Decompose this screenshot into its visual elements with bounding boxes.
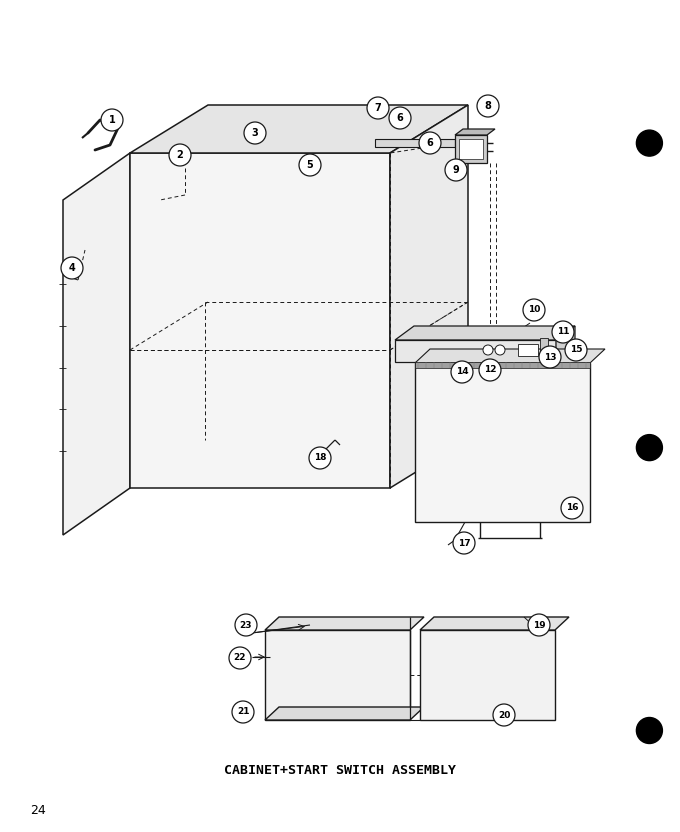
Text: CABINET+START SWITCH ASSEMBLY: CABINET+START SWITCH ASSEMBLY (224, 764, 456, 776)
Circle shape (299, 154, 321, 176)
Text: 3: 3 (252, 128, 258, 138)
Text: 13: 13 (544, 353, 556, 361)
Circle shape (235, 614, 257, 636)
Text: 20: 20 (498, 711, 510, 720)
Text: 8: 8 (485, 101, 492, 111)
Circle shape (565, 339, 587, 361)
Text: 11: 11 (557, 328, 569, 336)
Text: 1: 1 (109, 115, 116, 125)
Circle shape (636, 717, 662, 744)
Text: 4: 4 (69, 263, 75, 273)
Text: 7: 7 (375, 103, 381, 113)
Polygon shape (415, 349, 605, 363)
Polygon shape (265, 707, 424, 720)
Circle shape (539, 346, 561, 368)
Circle shape (479, 359, 501, 381)
Text: 5: 5 (307, 160, 313, 170)
Circle shape (61, 257, 83, 279)
Circle shape (636, 130, 662, 156)
Circle shape (451, 361, 473, 383)
Text: 19: 19 (532, 621, 545, 630)
Text: 21: 21 (237, 707, 250, 716)
Circle shape (528, 614, 550, 636)
Polygon shape (420, 630, 555, 720)
Text: 10: 10 (528, 305, 540, 314)
Circle shape (552, 321, 574, 343)
Circle shape (232, 701, 254, 723)
Polygon shape (390, 105, 468, 488)
Circle shape (523, 299, 545, 321)
Text: 12: 12 (483, 365, 496, 374)
Circle shape (309, 447, 331, 469)
Polygon shape (130, 153, 390, 488)
Polygon shape (130, 105, 468, 153)
Text: 15: 15 (570, 345, 582, 354)
Text: 9: 9 (453, 165, 460, 175)
Circle shape (419, 132, 441, 154)
Text: 17: 17 (458, 538, 471, 547)
Text: 6: 6 (426, 138, 433, 148)
Circle shape (229, 647, 251, 669)
Polygon shape (375, 139, 455, 147)
Text: 2: 2 (177, 150, 184, 160)
Polygon shape (395, 326, 575, 340)
Polygon shape (63, 153, 130, 535)
Circle shape (389, 107, 411, 129)
Polygon shape (540, 338, 548, 362)
Circle shape (244, 122, 266, 144)
Circle shape (477, 95, 499, 117)
Circle shape (493, 704, 515, 726)
Circle shape (367, 97, 389, 119)
Circle shape (561, 497, 583, 519)
Circle shape (101, 109, 123, 131)
Polygon shape (265, 617, 424, 630)
Polygon shape (265, 630, 410, 720)
Polygon shape (455, 129, 495, 135)
Polygon shape (415, 362, 590, 368)
Polygon shape (556, 326, 575, 362)
Polygon shape (459, 139, 483, 159)
Text: 23: 23 (240, 621, 252, 630)
Circle shape (445, 159, 467, 181)
Polygon shape (455, 135, 487, 163)
Text: 18: 18 (313, 453, 326, 463)
Text: 22: 22 (234, 653, 246, 662)
Polygon shape (395, 340, 556, 362)
Polygon shape (518, 344, 538, 356)
Circle shape (636, 434, 662, 461)
Circle shape (483, 345, 493, 355)
Text: 6: 6 (396, 113, 403, 123)
Circle shape (169, 144, 191, 166)
Circle shape (495, 345, 505, 355)
Circle shape (453, 532, 475, 554)
Text: 14: 14 (456, 368, 469, 377)
Text: 24: 24 (30, 804, 46, 816)
Polygon shape (420, 617, 569, 630)
Polygon shape (415, 363, 590, 522)
Text: 16: 16 (566, 503, 578, 513)
